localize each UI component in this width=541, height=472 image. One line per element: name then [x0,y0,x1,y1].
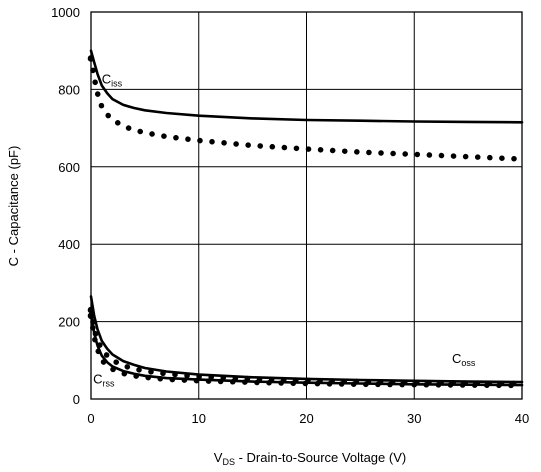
plot-area-frame [90,11,523,400]
y-tick-label-1: 200 [58,315,80,330]
y-tick-label-0: 0 [73,392,80,407]
y-axis-label: C - Capacitance (pF) [6,146,21,267]
y-tick-label-3: 600 [58,160,80,175]
annotation-crss-subscript: rss [103,379,115,389]
annotation-ciss-main: C [102,72,111,87]
series-line-ciss-solid [89,49,524,124]
x-axis-label-rest: - Drain-to-Source Voltage (V) [235,450,406,465]
annotation-crss-main: C [93,372,102,387]
x-tick-label-1: 10 [192,411,206,426]
series-line-crss-dotted [88,313,525,389]
x-axis-label-main: V [214,450,223,465]
series-layer [87,49,525,389]
y-tick-label-4: 800 [58,82,80,97]
annotation-coss-main: C [452,351,461,366]
annotation-crss: Crss [93,372,115,389]
x-axis-label-subscript: DS [222,457,235,467]
x-tick-label-0: 0 [87,411,94,426]
y-tick-label-5: 1000 [51,5,80,20]
y-tick-label-2: 400 [58,237,80,252]
series-line-ciss-dotted [88,55,525,162]
x-tick-label-3: 30 [407,411,421,426]
x-tick-label-4: 40 [515,411,529,426]
annotation-coss: Coss [452,351,476,368]
grid-lines [91,12,522,399]
x-tick-label-2: 20 [299,411,313,426]
annotation-ciss: Ciss [102,72,123,89]
x-axis-label: VDS - Drain-to-Source Voltage (V) [214,450,406,467]
annotation-coss-subscript: oss [461,358,476,368]
annotation-ciss-subscript: iss [111,79,122,89]
